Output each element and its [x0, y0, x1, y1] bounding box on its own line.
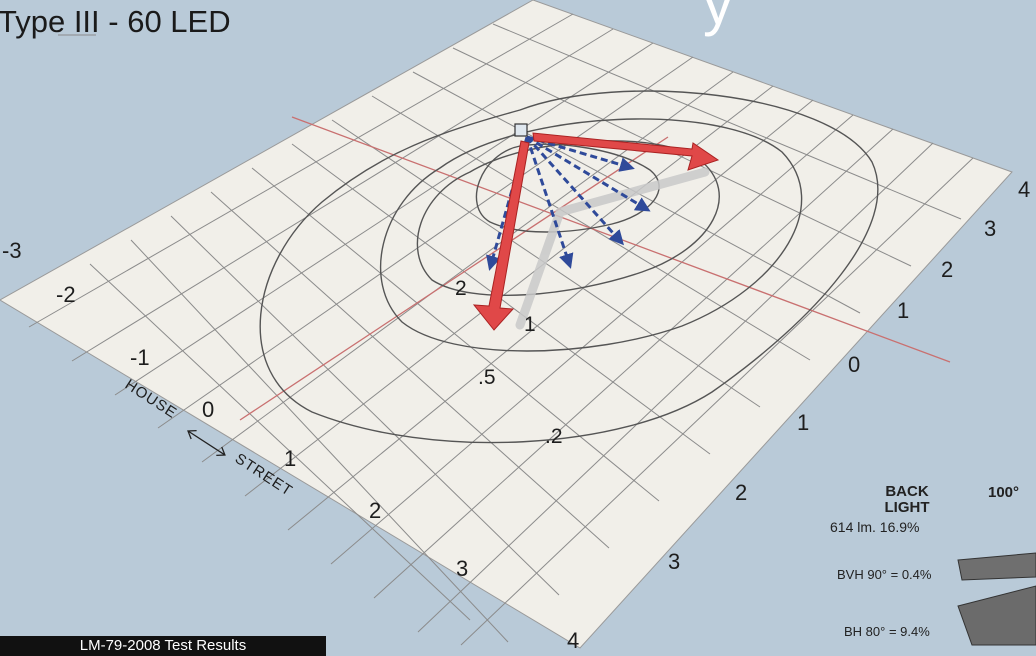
house-axis-label: 4	[1018, 177, 1030, 202]
iso-contours	[259, 90, 879, 444]
backlight-heading-line2: LIGHT	[884, 499, 930, 516]
house-axis-label: 3	[984, 216, 996, 241]
street-side-arrow	[472, 140, 530, 331]
street-axis-label: -1	[130, 345, 150, 370]
street-axis-label: 3	[456, 556, 468, 581]
primary-arrows	[472, 132, 720, 331]
backlight-shapes	[957, 552, 1036, 646]
title-fragment: y	[703, 0, 733, 37]
street-axis-label: 1	[284, 446, 296, 471]
backlight-heading-line1: BACK	[885, 483, 929, 500]
street-axis-label: 0	[202, 397, 214, 422]
contour-label-2: 2	[455, 277, 467, 300]
ground-plane	[0, 0, 1013, 649]
contour-02	[259, 90, 879, 444]
house-axis-label: 1	[897, 298, 909, 323]
backlight-angle: 100°	[988, 484, 1020, 501]
house-axis-label: 4	[567, 628, 579, 649]
bh-shape	[957, 585, 1036, 646]
bh-value: BH 80° = 9.4%	[844, 624, 930, 639]
backlight-heading: BACK LIGHT	[872, 484, 942, 516]
bvh-shape	[957, 552, 1036, 581]
double-arrow-icon	[187, 429, 226, 456]
contour-label-05: .5	[478, 366, 496, 389]
lateral-arrow	[532, 132, 720, 171]
street-axis-label: -2	[56, 282, 76, 307]
contour-label-1: 1	[524, 313, 536, 336]
footer-test-results: LM-79-2008 Test Results	[0, 636, 326, 656]
bvh-value: BVH 90° = 0.4%	[837, 567, 932, 582]
contour-1	[416, 140, 720, 297]
backlight-lumens: 614 lm. 16.9%	[830, 519, 920, 535]
house-axis-label: 3	[668, 549, 680, 574]
contour-label-02: .2	[545, 425, 563, 448]
street-axis-label: 2	[369, 498, 381, 523]
contour-05	[380, 118, 803, 352]
house-axis-label: 2	[735, 480, 747, 505]
contour-2	[475, 143, 660, 233]
luminaire-icon	[514, 123, 528, 137]
diagram-title: Type III - 60 LED	[0, 4, 231, 39]
arrow-shadows	[515, 167, 710, 330]
house-axis-label: 1	[797, 410, 809, 435]
house-axis-label: 2	[941, 257, 953, 282]
house-axis-label: 0	[848, 352, 860, 377]
street-axis-label: -3	[2, 238, 22, 263]
